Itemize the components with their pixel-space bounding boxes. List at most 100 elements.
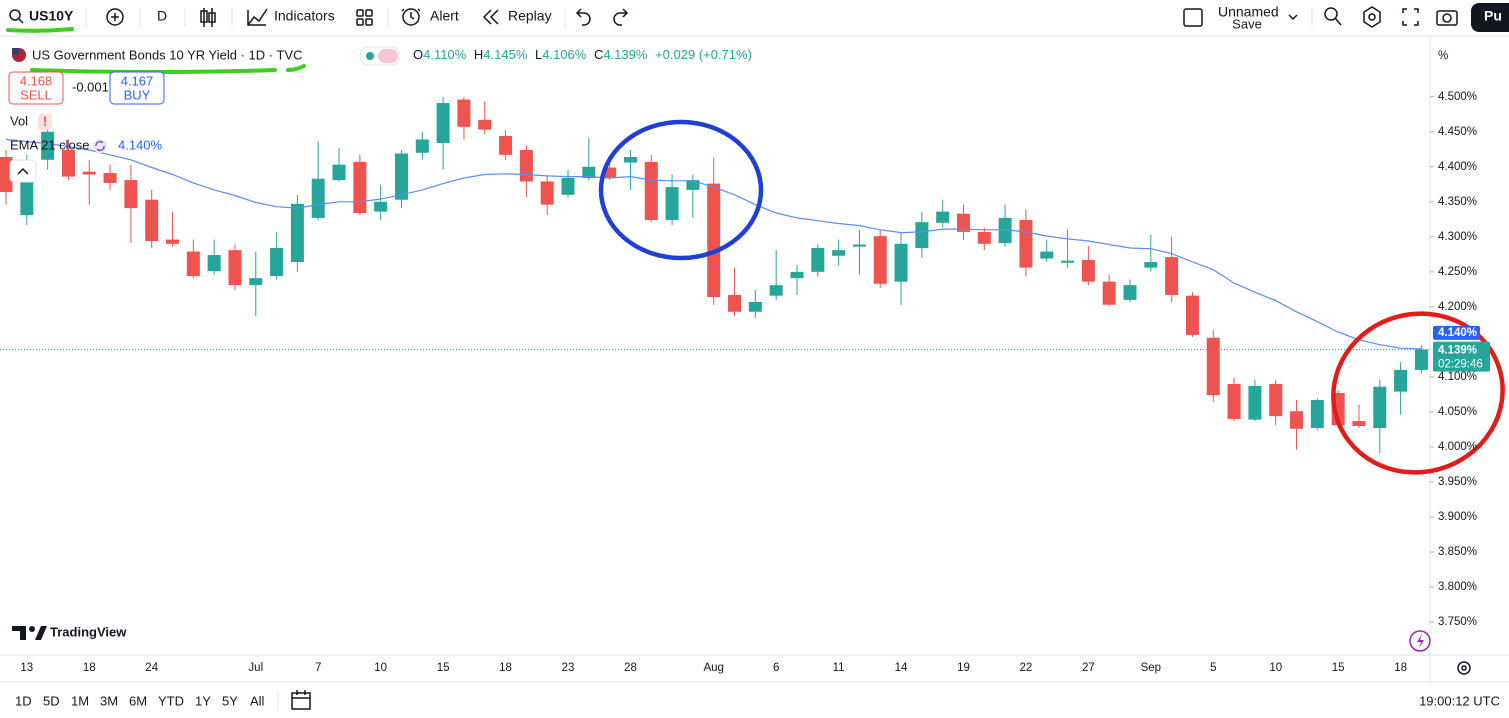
range-button[interactable]: 1D [15, 693, 32, 708]
highlight-underline [286, 64, 306, 72]
interval[interactable]: D [157, 8, 167, 24]
candle-body [894, 243, 908, 282]
candle-body [1040, 251, 1054, 259]
sell-price[interactable]: 4.168 [20, 73, 53, 88]
publish-label[interactable]: Pu [1484, 8, 1502, 24]
candle-body [374, 201, 388, 212]
compare-button[interactable] [106, 8, 124, 26]
snapshot-button[interactable] [1436, 10, 1458, 26]
settings-icon [1368, 13, 1376, 21]
candle-body [207, 255, 221, 272]
fullscreen-button[interactable] [1402, 8, 1419, 26]
grid-icon [356, 9, 364, 17]
candle-body [41, 131, 55, 160]
axis-settings[interactable] [1457, 661, 1471, 675]
brand-name[interactable]: TradingView [50, 624, 127, 639]
plus-icon [106, 8, 124, 26]
ema-source-icon [95, 140, 105, 152]
settings-button[interactable] [1363, 6, 1381, 28]
undo-button[interactable] [575, 8, 591, 26]
x-tick-label: 7 [315, 662, 321, 674]
price-axis-unit: % [1438, 50, 1448, 62]
range-button[interactable]: 1Y [195, 693, 211, 708]
y-tick-label: 3.800% [1438, 581, 1477, 593]
candle-icon [208, 12, 216, 23]
x-tick-label: 24 [145, 662, 158, 674]
y-tick-label: 3.900% [1438, 511, 1477, 523]
y-tick-label: 3.750% [1438, 616, 1477, 628]
x-tick-label: 10 [1269, 662, 1282, 674]
indicators-button[interactable]: Indicators [247, 8, 335, 26]
range-button[interactable]: All [250, 693, 265, 708]
volume-warning-icon[interactable]: ! [43, 113, 47, 128]
range-button[interactable]: 5Y [222, 693, 238, 708]
candle-body [519, 149, 533, 182]
market-status [366, 52, 374, 60]
sell-label[interactable]: SELL [20, 87, 52, 102]
ohlc-label: O [413, 47, 423, 62]
chart-type-button[interactable] [200, 8, 216, 27]
volume-warning[interactable] [38, 114, 52, 130]
candle-body [61, 149, 75, 177]
candle-body [499, 135, 513, 155]
candle-body [311, 178, 325, 218]
save-label[interactable]: Save [1232, 16, 1262, 31]
range-button[interactable]: 1M [71, 693, 89, 708]
range-button[interactable]: YTD [158, 693, 184, 708]
x-tick-label: 15 [437, 662, 450, 674]
sell-button[interactable] [8, 71, 64, 105]
candle-body [956, 213, 970, 232]
symbol[interactable]: US10Y [29, 8, 74, 24]
range-button[interactable]: 5D [43, 693, 60, 708]
layouts-button[interactable] [356, 9, 373, 26]
replay-button[interactable]: Replay [482, 8, 552, 25]
candle-body [0, 156, 13, 192]
candle-body [1102, 281, 1116, 305]
x-tick-label: 18 [83, 662, 96, 674]
symbol-search[interactable]: US10Y [9, 8, 74, 24]
y-tick-label: 4.350% [1438, 196, 1477, 208]
candle-body [1019, 220, 1033, 268]
candle-body [457, 99, 471, 127]
y-tick-label: 4.050% [1438, 406, 1477, 418]
buy-label[interactable]: BUY [124, 87, 151, 102]
x-tick-label: 14 [895, 662, 908, 674]
publish-button[interactable] [1471, 3, 1509, 32]
bottom-bar: 19:00:12 UTC 1D 5D 1M 3M 6M YTD 1Y 5Y All [15, 690, 1500, 711]
grid-icon [365, 18, 373, 26]
indicators-icon [247, 8, 268, 26]
layout-menu[interactable] [1288, 14, 1298, 21]
x-tick-label: 18 [499, 662, 512, 674]
replay-label[interactable]: Replay [508, 8, 552, 24]
change-value: +0.029 (+0.71%) [655, 47, 752, 62]
volume-label: Vol [10, 113, 28, 128]
indicators-label[interactable]: Indicators [274, 8, 335, 24]
x-tick-label: 5 [1210, 662, 1216, 674]
toolbar-bg [0, 0, 1509, 35]
alert-label[interactable]: Alert [430, 8, 459, 24]
alert-button[interactable]: Alert [401, 8, 459, 26]
candle-body [1290, 411, 1304, 429]
buy-button[interactable] [109, 71, 165, 105]
collapse-legend[interactable] [9, 159, 37, 183]
quick-search[interactable] [1324, 7, 1342, 26]
calendar-button[interactable] [291, 690, 311, 710]
checkbox[interactable] [1183, 8, 1203, 27]
ema-badge-label: 4.140% [1438, 327, 1477, 339]
ohlc-label: H [474, 47, 483, 62]
x-tick-label: Aug [703, 662, 723, 674]
candle-body [582, 166, 596, 178]
legend: US Government Bonds 10 YR Yield · 1D · T… [8, 46, 752, 183]
candle-body [936, 211, 950, 223]
candle-body [1414, 349, 1428, 370]
buy-price[interactable]: 4.167 [121, 73, 154, 88]
range-button[interactable]: 3M [100, 693, 118, 708]
candle-body [540, 181, 554, 205]
range-button[interactable]: 6M [129, 693, 147, 708]
brand-logo[interactable]: TradingView [12, 624, 127, 640]
redo-button[interactable] [613, 8, 629, 26]
candle-body [623, 156, 637, 163]
layout-name[interactable]: Unnamed [1218, 4, 1279, 20]
